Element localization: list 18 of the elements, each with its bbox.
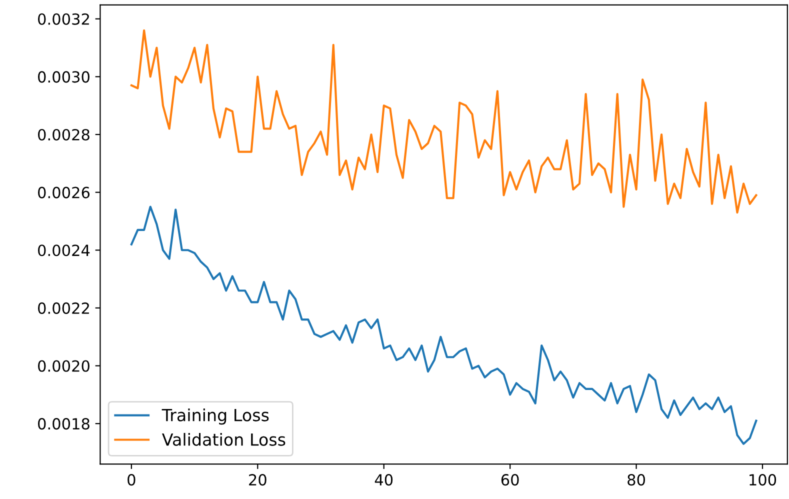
y-tick-label: 0.0028 — [38, 128, 90, 141]
line-series — [130, 206, 758, 445]
y-tick-label: 0.0018 — [38, 418, 90, 430]
x-tick-label: 60 — [501, 474, 519, 486]
y-tick-label: 0.0024 — [38, 244, 90, 256]
y-tick-label: 0.0032 — [38, 13, 89, 25]
y-tick-label: 0.0020 — [38, 360, 90, 372]
x-tick-label: 40 — [374, 474, 393, 486]
y-tick-label: 0.0030 — [38, 71, 90, 83]
x-tick-label: 20 — [249, 474, 266, 486]
x-tick-label: 0 — [128, 474, 136, 486]
legend-label: Validation Loss — [162, 432, 286, 446]
x-tick-label: 80 — [628, 474, 645, 486]
y-tick-label: 0.0026 — [38, 186, 90, 198]
legend-label: Training Loss — [162, 408, 269, 425]
line-series — [130, 29, 758, 214]
x-tick-label: 100 — [750, 474, 776, 486]
y-tick-label: 0.0022 — [38, 302, 89, 314]
